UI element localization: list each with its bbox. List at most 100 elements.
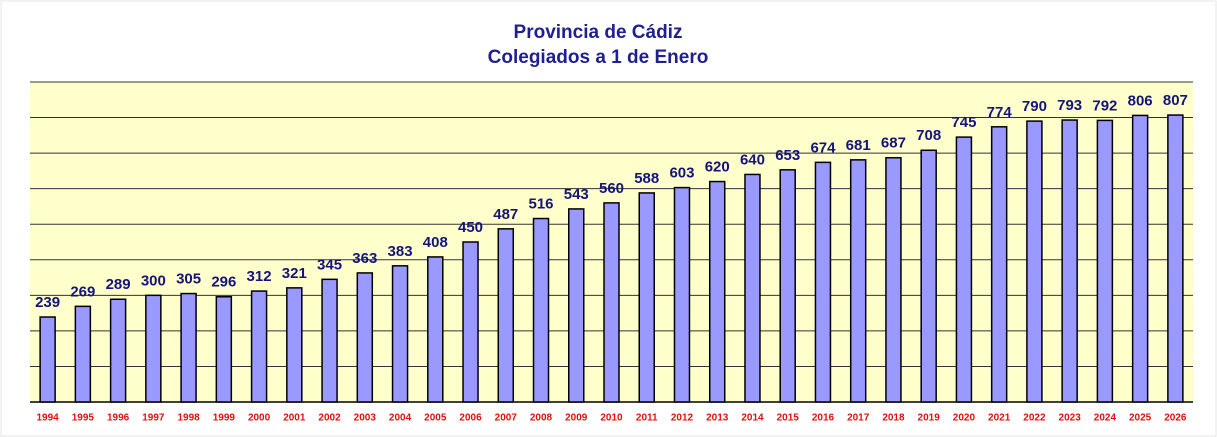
bar <box>427 256 444 403</box>
x-tick-label: 2016 <box>812 413 835 424</box>
value-label: 674 <box>810 139 836 156</box>
x-tick-label: 2008 <box>530 413 553 424</box>
value-label: 653 <box>775 147 800 164</box>
value-label: 408 <box>423 234 448 251</box>
bar <box>744 173 761 403</box>
bar <box>1026 120 1043 403</box>
value-label: 793 <box>1057 97 1082 114</box>
value-label: 807 <box>1163 92 1188 109</box>
value-label: 321 <box>282 265 307 282</box>
bar <box>497 228 515 403</box>
value-label: 603 <box>669 165 694 182</box>
x-tick-label: 2019 <box>918 413 941 424</box>
value-label: 305 <box>176 271 201 288</box>
value-label: 345 <box>317 256 342 273</box>
bar <box>849 159 867 403</box>
bar <box>708 180 726 403</box>
bar <box>1061 119 1078 403</box>
x-tick-label: 2001 <box>283 413 306 424</box>
x-tick-label: 2018 <box>882 413 905 424</box>
x-tick-label: 2004 <box>389 413 412 424</box>
value-label: 620 <box>705 159 730 176</box>
bar <box>990 126 1008 403</box>
x-tick-label: 2015 <box>777 413 800 424</box>
value-label: 363 <box>352 250 377 267</box>
value-label: 745 <box>951 114 976 131</box>
value-label: 681 <box>846 137 871 154</box>
value-label: 640 <box>740 151 765 168</box>
x-tick-label: 2007 <box>495 413 518 424</box>
bar <box>603 202 620 403</box>
x-tick-label: 2002 <box>318 413 341 424</box>
x-tick-label: 2003 <box>354 413 377 424</box>
x-tick-label: 1995 <box>72 413 95 424</box>
x-tick-label: 2026 <box>1164 413 1187 424</box>
bar <box>391 265 409 403</box>
value-label: 312 <box>247 268 272 285</box>
value-label: 560 <box>599 180 624 197</box>
x-tick-label: 2023 <box>1059 413 1082 424</box>
bar <box>321 278 338 403</box>
bar <box>74 305 92 403</box>
value-label: 296 <box>211 274 236 291</box>
value-label: 300 <box>141 272 166 289</box>
value-label: 383 <box>388 243 413 260</box>
bar <box>568 208 585 403</box>
value-label: 588 <box>634 170 659 187</box>
bar <box>109 298 127 403</box>
bar <box>532 217 550 403</box>
x-tick-label: 2022 <box>1023 413 1046 424</box>
x-tick-label: 2005 <box>424 413 447 424</box>
x-tick-label: 2021 <box>988 413 1011 424</box>
value-label: 687 <box>881 135 906 152</box>
value-label: 543 <box>564 186 589 203</box>
bar <box>814 161 832 403</box>
bar <box>955 136 973 403</box>
value-label: 708 <box>916 127 941 144</box>
bar <box>920 149 937 403</box>
value-label: 289 <box>106 276 131 293</box>
value-label: 790 <box>1022 98 1047 115</box>
x-tick-label: 1996 <box>107 413 130 424</box>
bar <box>1096 119 1114 403</box>
x-tick-label: 2012 <box>671 413 694 424</box>
x-tick-label: 2025 <box>1129 413 1152 424</box>
value-label: 239 <box>35 294 60 311</box>
x-tick-label: 2010 <box>600 413 623 424</box>
value-label: 792 <box>1092 97 1117 114</box>
bar <box>1167 114 1184 403</box>
bar <box>39 316 56 403</box>
bar <box>638 192 655 403</box>
bar <box>356 272 374 403</box>
x-tick-label: 2020 <box>953 413 976 424</box>
bar <box>673 186 691 403</box>
value-label: 487 <box>493 206 518 223</box>
bar <box>215 296 233 403</box>
bar <box>250 290 268 403</box>
value-label: 806 <box>1128 92 1153 109</box>
x-tick-label: 2017 <box>847 413 870 424</box>
bar <box>180 292 197 403</box>
chart-subtitle: Colegiados a 1 de Enero <box>488 47 709 68</box>
x-tick-label: 2000 <box>248 413 271 424</box>
x-tick-label: 1998 <box>177 413 200 424</box>
x-tick-label: 1997 <box>142 413 165 424</box>
value-label: 450 <box>458 219 483 236</box>
bar <box>885 156 902 403</box>
x-tick-label: 1999 <box>213 413 236 424</box>
x-tick-label: 2009 <box>565 413 588 424</box>
x-tick-label: 2013 <box>706 413 729 424</box>
value-label: 774 <box>987 104 1013 121</box>
bar <box>462 241 479 403</box>
x-tick-label: 1994 <box>36 413 59 424</box>
x-tick-label: 2011 <box>636 413 658 424</box>
value-label: 516 <box>528 196 553 213</box>
x-tick-label: 2024 <box>1094 413 1117 424</box>
value-label: 269 <box>70 283 95 300</box>
x-tick-label: 2006 <box>459 413 482 424</box>
bar <box>779 169 796 403</box>
bar <box>145 294 162 403</box>
bar <box>1131 114 1149 403</box>
chart-title: Provincia de Cádiz <box>514 22 683 43</box>
